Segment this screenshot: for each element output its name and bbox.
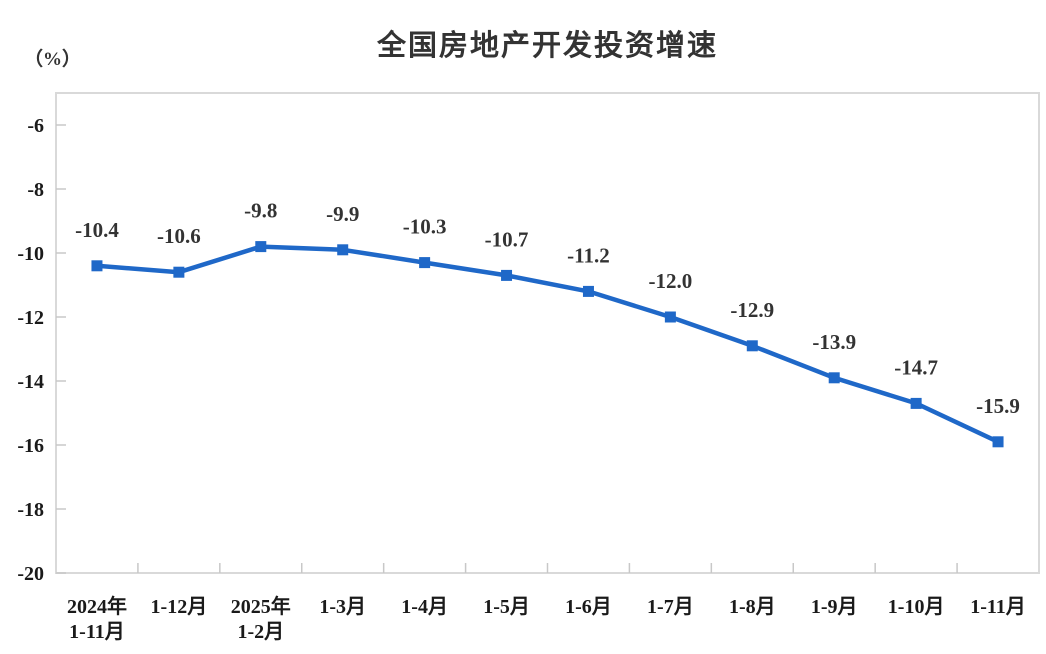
- data-line: [94, 244, 1001, 445]
- x-axis-label: 1-10月: [888, 596, 945, 618]
- y-axis-label: -16: [17, 435, 44, 457]
- x-axis-label: 1-11月: [69, 621, 125, 643]
- x-axis-label: 1-4月: [401, 596, 448, 618]
- data-point-label: -10.6: [157, 224, 201, 248]
- data-point-label: -10.4: [75, 218, 119, 242]
- x-axis-label: 1-6月: [565, 596, 612, 618]
- plot-border: [55, 92, 1040, 574]
- chart-title: 全国房地产开发投资增速: [376, 30, 718, 62]
- data-point-marker: [91, 260, 103, 272]
- x-axis-label: 2025年: [231, 594, 291, 618]
- data-point-label: -11.2: [567, 243, 610, 267]
- data-point-label: -12.0: [649, 269, 693, 293]
- y-axis-label: -18: [17, 499, 44, 521]
- data-point-label: -15.9: [976, 394, 1020, 418]
- data-point-label: -14.7: [894, 355, 938, 379]
- data-point-marker: [419, 257, 431, 269]
- data-point-marker: [173, 266, 185, 278]
- data-point-label: -10.3: [403, 215, 447, 239]
- data-point-label: -10.7: [485, 227, 529, 251]
- data-point-marker: [664, 311, 676, 323]
- x-axis-label: 1-11月: [970, 596, 1026, 618]
- y-axis-label: -14: [17, 371, 44, 393]
- data-point-label: -12.9: [730, 298, 774, 322]
- data-point-marker: [828, 372, 840, 384]
- data-point-label: -9.8: [244, 199, 277, 223]
- data-point-marker: [337, 244, 349, 256]
- data-point-marker: [582, 285, 594, 297]
- y-axis-label: -20: [17, 563, 44, 585]
- x-axis-label: 2024年: [67, 594, 127, 618]
- x-axis-label: 1-7月: [647, 596, 694, 618]
- data-point-marker: [992, 436, 1004, 448]
- y-axis-label: -8: [27, 179, 44, 201]
- x-axis-label: 1-2月: [237, 621, 284, 643]
- x-axis-label: 1-9月: [811, 596, 858, 618]
- y-axis-label: -12: [17, 307, 44, 329]
- data-point-label: -9.9: [326, 202, 359, 226]
- x-axis-label: 1-12月: [151, 596, 208, 618]
- data-point-marker: [910, 397, 922, 409]
- y-axis-label: -10: [17, 243, 44, 265]
- y-axis-label: -6: [27, 115, 44, 137]
- data-point-marker: [255, 241, 267, 253]
- data-point-marker: [746, 340, 758, 352]
- data-point-label: -13.9: [812, 330, 856, 354]
- y-axis-unit-label: （%）: [24, 49, 82, 70]
- data-point-marker: [501, 269, 513, 281]
- x-axis-label: 1-5月: [483, 596, 530, 618]
- x-axis-label: 1-3月: [319, 596, 366, 618]
- x-axis-label: 1-8月: [729, 596, 776, 618]
